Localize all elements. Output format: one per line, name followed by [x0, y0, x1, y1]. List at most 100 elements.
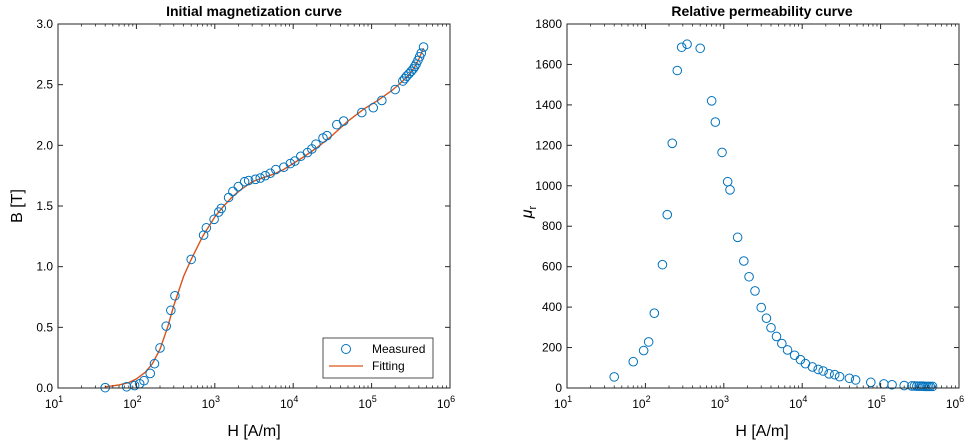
y-tick-label: 1800	[535, 17, 562, 31]
data-point	[338, 116, 349, 126]
data-point	[322, 130, 332, 141]
y-tick-label: 400	[542, 300, 562, 314]
data-point	[907, 381, 917, 391]
data-point	[732, 232, 743, 243]
y-tick-label: 0.0	[36, 381, 53, 395]
y-axis-label: B [T]	[9, 189, 26, 223]
data-point	[139, 375, 149, 386]
data-point	[649, 308, 660, 318]
data-point	[834, 371, 845, 382]
data-point	[739, 256, 749, 266]
data-point	[170, 290, 180, 301]
magnetization-chart: Initial magnetization curve 101 102 103 104…	[9, 3, 455, 440]
data-point	[408, 64, 419, 74]
y-tick-label: 1000	[535, 179, 562, 193]
data-point	[829, 369, 840, 380]
data-point	[813, 364, 824, 375]
chart-title: Initial magnetization curve	[166, 3, 342, 19]
data-point	[777, 338, 787, 349]
chart-title: Relative permeability curve	[671, 3, 853, 19]
data-point	[682, 39, 692, 50]
data-point	[695, 43, 706, 54]
y-tick-label: 0.5	[36, 320, 53, 334]
data-point	[927, 381, 938, 392]
y-axis-label-sub: r	[527, 205, 539, 209]
data-point	[657, 259, 668, 270]
data-point	[662, 209, 673, 220]
data-point	[750, 286, 760, 296]
data-point	[201, 223, 212, 233]
y-tick-label: 2.5	[36, 78, 53, 92]
data-point	[761, 313, 772, 324]
data-point	[145, 368, 156, 379]
data-point	[628, 356, 639, 367]
x-tick-label: 104	[280, 394, 298, 411]
data-point	[899, 380, 910, 391]
data-point	[807, 362, 818, 372]
x-tick-label: 101	[45, 394, 63, 411]
y-tick-label: 1.0	[36, 260, 53, 274]
x-tick-label: 103	[202, 394, 220, 411]
y-tick-label: 1.5	[36, 199, 53, 213]
data-point	[771, 331, 782, 342]
y-tick-label: 600	[542, 260, 562, 274]
y-axis-ticks: 0 200 400 600 800 1000 1200 1400 1600 1800	[535, 17, 959, 395]
x-axis-label: H [A/m]	[735, 423, 788, 440]
y-tick-label: 3.0	[36, 17, 53, 31]
data-point	[850, 375, 861, 385]
data-point	[243, 175, 254, 186]
data-point	[756, 302, 767, 313]
x-tick-label: 106	[437, 394, 455, 411]
legend-label-fitting: Fitting	[372, 359, 405, 373]
measured-series	[100, 42, 429, 393]
legend-marker-measured	[341, 344, 351, 354]
data-point	[250, 174, 261, 185]
data-point	[260, 170, 271, 181]
data-point	[643, 337, 654, 347]
data-point	[368, 102, 379, 113]
data-point	[161, 321, 172, 331]
legend-label-measured: Measured	[372, 342, 425, 356]
data-point	[706, 96, 717, 106]
data-point	[290, 156, 300, 166]
permeability-chart: Relative permeability curve 101 102 103 104…	[519, 3, 964, 440]
x-tick-label: 105	[867, 394, 885, 411]
data-point	[239, 176, 250, 187]
permeability-series	[609, 39, 938, 392]
data-point	[725, 185, 735, 195]
data-point	[782, 345, 793, 355]
x-tick-label: 102	[123, 394, 141, 411]
data-point	[676, 42, 687, 53]
data-point	[155, 343, 165, 353]
x-axis-ticks: 101 102 103 104 105 106	[45, 24, 455, 411]
data-point	[377, 95, 387, 106]
y-axis-label: μr	[519, 205, 539, 219]
data-point	[818, 366, 828, 376]
y-tick-label: 1200	[535, 138, 562, 152]
data-point	[149, 358, 160, 369]
data-point	[129, 380, 140, 391]
data-point	[844, 373, 855, 384]
data-point	[311, 139, 321, 149]
data-point	[255, 173, 266, 183]
data-point	[233, 181, 244, 192]
data-point	[418, 42, 429, 52]
data-point	[766, 322, 776, 333]
x-tick-label: 105	[358, 394, 376, 411]
data-point	[357, 107, 367, 118]
data-point	[166, 305, 176, 316]
x-axis-label: H [A/m]	[227, 423, 280, 440]
data-point	[925, 381, 936, 392]
x-tick-label: 103	[711, 394, 729, 411]
data-point	[609, 372, 620, 382]
data-point	[285, 158, 296, 169]
data-point	[409, 61, 420, 72]
y-axis-label-base: μ	[519, 209, 536, 219]
data-point	[186, 254, 196, 265]
plot-area	[567, 24, 959, 388]
y-tick-label: 2.0	[36, 138, 53, 152]
legend: Measured Fitting	[322, 337, 434, 379]
x-tick-label: 106	[946, 394, 964, 411]
data-point	[265, 168, 276, 179]
